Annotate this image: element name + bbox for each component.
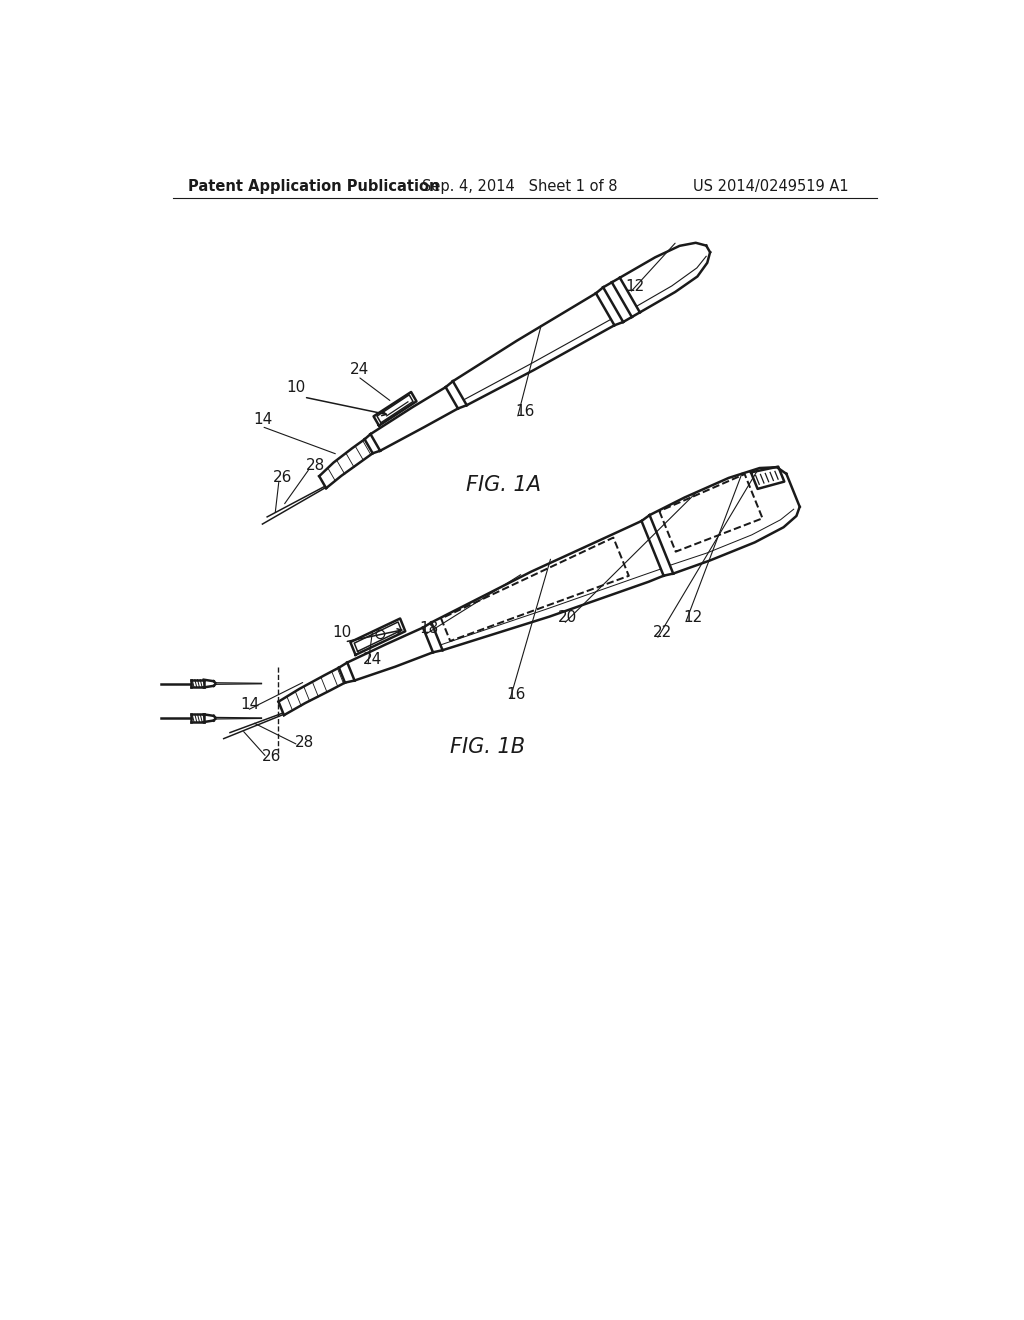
Text: 28: 28 <box>306 458 326 474</box>
Text: Sep. 4, 2014   Sheet 1 of 8: Sep. 4, 2014 Sheet 1 of 8 <box>422 180 617 194</box>
Text: 16: 16 <box>506 686 525 702</box>
Text: 10: 10 <box>333 626 351 640</box>
Text: 24: 24 <box>350 362 370 378</box>
Text: Patent Application Publication: Patent Application Publication <box>188 180 440 194</box>
Text: 14: 14 <box>240 697 259 711</box>
Text: 24: 24 <box>364 652 382 668</box>
Text: US 2014/0249519 A1: US 2014/0249519 A1 <box>692 180 848 194</box>
Text: 16: 16 <box>515 404 535 420</box>
Text: 12: 12 <box>625 279 644 294</box>
Text: 28: 28 <box>295 735 313 751</box>
Text: 18: 18 <box>419 622 438 636</box>
Text: 10: 10 <box>286 380 305 395</box>
Text: 14: 14 <box>254 412 273 428</box>
Text: 26: 26 <box>273 470 293 484</box>
Text: 20: 20 <box>558 610 578 624</box>
Text: FIG. 1B: FIG. 1B <box>451 737 525 756</box>
Text: FIG. 1A: FIG. 1A <box>466 475 541 495</box>
Text: 26: 26 <box>261 750 281 764</box>
Text: 22: 22 <box>652 626 672 640</box>
Text: 12: 12 <box>683 610 702 624</box>
